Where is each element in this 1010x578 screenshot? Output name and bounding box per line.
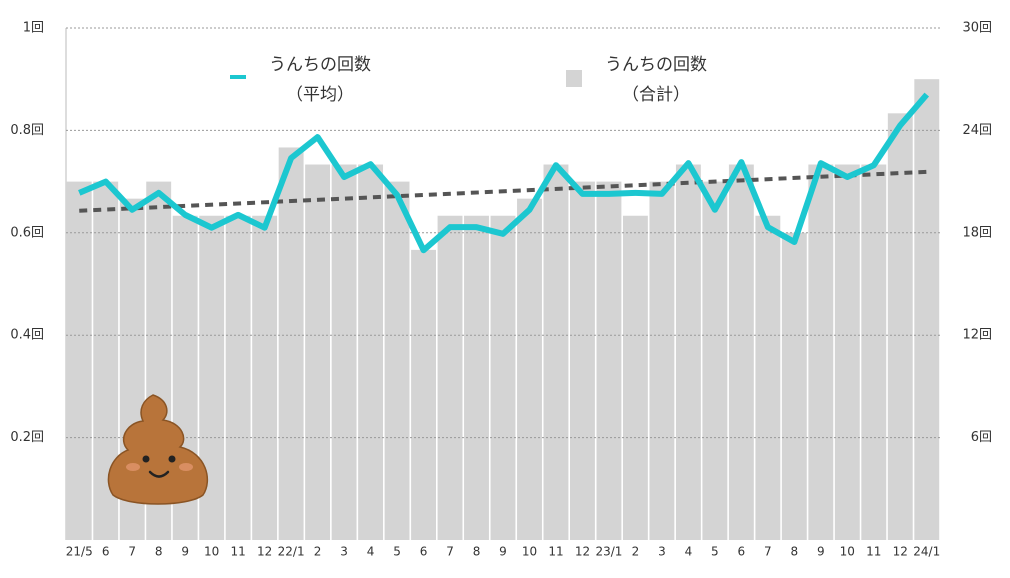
bar — [914, 79, 940, 540]
x-tick-label: 12 — [575, 545, 590, 559]
x-tick-label: 12 — [257, 545, 272, 559]
x-tick-label: 5 — [711, 545, 719, 559]
x-tick-label: 4 — [367, 545, 375, 559]
x-tick-label: 22/1 — [278, 545, 305, 559]
x-tick-label: 3 — [340, 545, 348, 559]
bar — [358, 164, 384, 541]
x-tick-label: 23/1 — [595, 545, 622, 559]
y-tick-label: 0.8回 — [10, 123, 44, 138]
x-tick-label: 2 — [314, 545, 322, 559]
bar — [781, 232, 807, 541]
legend-swatch — [230, 75, 246, 79]
bar — [278, 147, 304, 540]
bar — [331, 164, 357, 541]
x-tick-label: 10 — [840, 545, 855, 559]
bar — [517, 198, 542, 540]
y2-tick-label: 30回 — [962, 21, 992, 36]
y2-tick-label: 18回 — [962, 225, 992, 240]
x-tick-label: 10 — [204, 545, 219, 559]
y-tick-label: 0.2回 — [10, 430, 44, 445]
y-tick-label: 0.6回 — [10, 225, 44, 240]
x-tick-label: 6 — [102, 545, 110, 559]
x-tick-label: 5 — [393, 545, 401, 559]
x-tick-label: 6 — [738, 545, 746, 559]
bar — [384, 181, 410, 540]
x-tick-label: 9 — [181, 545, 189, 559]
bar — [622, 215, 648, 540]
bar — [834, 164, 860, 541]
bar — [437, 215, 463, 540]
x-tick-label: 7 — [128, 545, 136, 559]
x-tick-label: 10 — [522, 545, 537, 559]
x-tick-label: 8 — [473, 545, 481, 559]
bar — [490, 215, 516, 540]
x-tick-label: 9 — [499, 545, 507, 559]
bar — [252, 215, 278, 540]
x-tick-label: 12 — [893, 545, 908, 559]
x-tick-label: 2 — [632, 545, 640, 559]
x-tick-label: 4 — [685, 545, 693, 559]
x-tick-label: 11 — [866, 545, 881, 559]
y2-tick-label: 12回 — [962, 328, 992, 343]
x-tick-label: 11 — [548, 545, 563, 559]
bar — [675, 164, 701, 541]
y-tick-label: 0.4回 — [10, 328, 44, 343]
marks: 0.2回 0.4回 0.6回 0.8回 1回 6回 12回 18回 24回 30回 21/5 6 7 8 9… — [10, 21, 992, 559]
trend-line — [79, 169, 927, 213]
y-tick-label: 1回 — [23, 21, 44, 36]
x-tick-label: 6 — [420, 545, 428, 559]
x-tick-label: 21/5 — [66, 545, 93, 559]
bar — [464, 215, 489, 540]
bar — [887, 113, 913, 540]
bar — [305, 164, 331, 541]
bar — [66, 181, 92, 540]
bar — [225, 215, 251, 540]
bar — [543, 164, 569, 541]
bar — [728, 164, 754, 541]
x-tick-label: 11 — [231, 545, 246, 559]
bar — [755, 215, 781, 540]
x-tick-label: 9 — [817, 545, 825, 559]
x-tick-label: 24/1 — [913, 545, 940, 559]
legend-swatch — [566, 70, 582, 87]
legend-label: うんちの回数 （合計） — [605, 55, 707, 105]
bar — [596, 181, 622, 540]
x-tick-label: 7 — [764, 545, 772, 559]
bar — [649, 181, 675, 540]
bar — [570, 181, 595, 540]
legend-label: うんちの回数 （平均） — [269, 55, 371, 105]
x-tick-label: 3 — [658, 545, 666, 559]
x-tick-label: 8 — [791, 545, 799, 559]
x-tick-label: 7 — [446, 545, 454, 559]
y2-tick-label: 6回 — [971, 430, 992, 445]
bar — [411, 249, 436, 540]
x-tick-label: 8 — [155, 545, 163, 559]
bar — [808, 164, 834, 541]
line — [78, 92, 930, 254]
y2-tick-label: 24回 — [962, 123, 992, 138]
bar — [861, 164, 887, 541]
poop-illustration — [107, 394, 209, 505]
bar — [702, 181, 728, 540]
